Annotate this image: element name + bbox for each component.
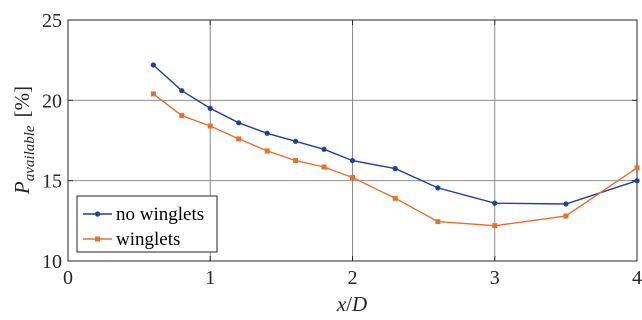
data-point-winglets bbox=[150, 91, 156, 97]
data-point-no-winglets bbox=[293, 138, 299, 144]
data-point-winglets bbox=[264, 148, 270, 154]
data-point-winglets bbox=[207, 123, 213, 129]
data-point-no-winglets bbox=[236, 120, 242, 126]
data-point-no-winglets bbox=[349, 157, 356, 164]
x-tick-label: 0 bbox=[63, 267, 73, 289]
legend-label-winglets: winglets bbox=[116, 229, 180, 250]
legend-marker-no-winglets bbox=[94, 211, 101, 217]
legend-box bbox=[76, 195, 218, 253]
data-point-winglets bbox=[321, 164, 327, 170]
data-point-winglets bbox=[350, 174, 355, 180]
y-tick-labels: 10 15 20 25 bbox=[42, 10, 62, 273]
data-point-winglets bbox=[293, 158, 299, 164]
legend-marker-winglets bbox=[95, 236, 100, 242]
x-tick-label: 3 bbox=[490, 267, 500, 289]
data-point-no-winglets bbox=[435, 185, 441, 191]
data-point-winglets bbox=[563, 213, 569, 219]
grid-lines bbox=[68, 20, 637, 261]
data-point-no-winglets bbox=[179, 88, 185, 94]
data-point-winglets bbox=[392, 195, 398, 201]
data-point-no-winglets bbox=[492, 200, 498, 206]
x-tick-labels: 0 1 2 3 4 bbox=[63, 267, 642, 289]
data-point-winglets bbox=[492, 223, 498, 229]
data-point-no-winglets bbox=[563, 201, 569, 207]
data-point-no-winglets bbox=[634, 178, 640, 184]
y-tick-label: 20 bbox=[42, 90, 62, 112]
data-point-no-winglets bbox=[392, 166, 398, 172]
data-point-winglets bbox=[236, 136, 242, 142]
y-axis-label: Pavailable[%] bbox=[10, 86, 38, 195]
legend: no winglets winglets bbox=[76, 195, 218, 253]
y-tick-label: 25 bbox=[42, 10, 62, 32]
data-point-winglets bbox=[435, 219, 441, 225]
data-point-winglets bbox=[179, 113, 185, 119]
data-point-no-winglets bbox=[321, 146, 327, 152]
data-point-winglets bbox=[634, 165, 640, 171]
data-point-no-winglets bbox=[264, 130, 270, 136]
data-point-no-winglets bbox=[150, 62, 156, 68]
data-point-no-winglets bbox=[207, 105, 213, 111]
x-tick-label: 4 bbox=[632, 267, 642, 289]
x-axis-label: x/D bbox=[336, 292, 367, 316]
y-tick-label: 10 bbox=[42, 251, 62, 273]
x-tick-label: 1 bbox=[205, 267, 215, 289]
legend-label-no-winglets: no winglets bbox=[116, 204, 204, 225]
series-layer bbox=[150, 62, 640, 229]
y-tick-label: 15 bbox=[42, 171, 62, 193]
x-tick-label: 2 bbox=[348, 267, 358, 289]
